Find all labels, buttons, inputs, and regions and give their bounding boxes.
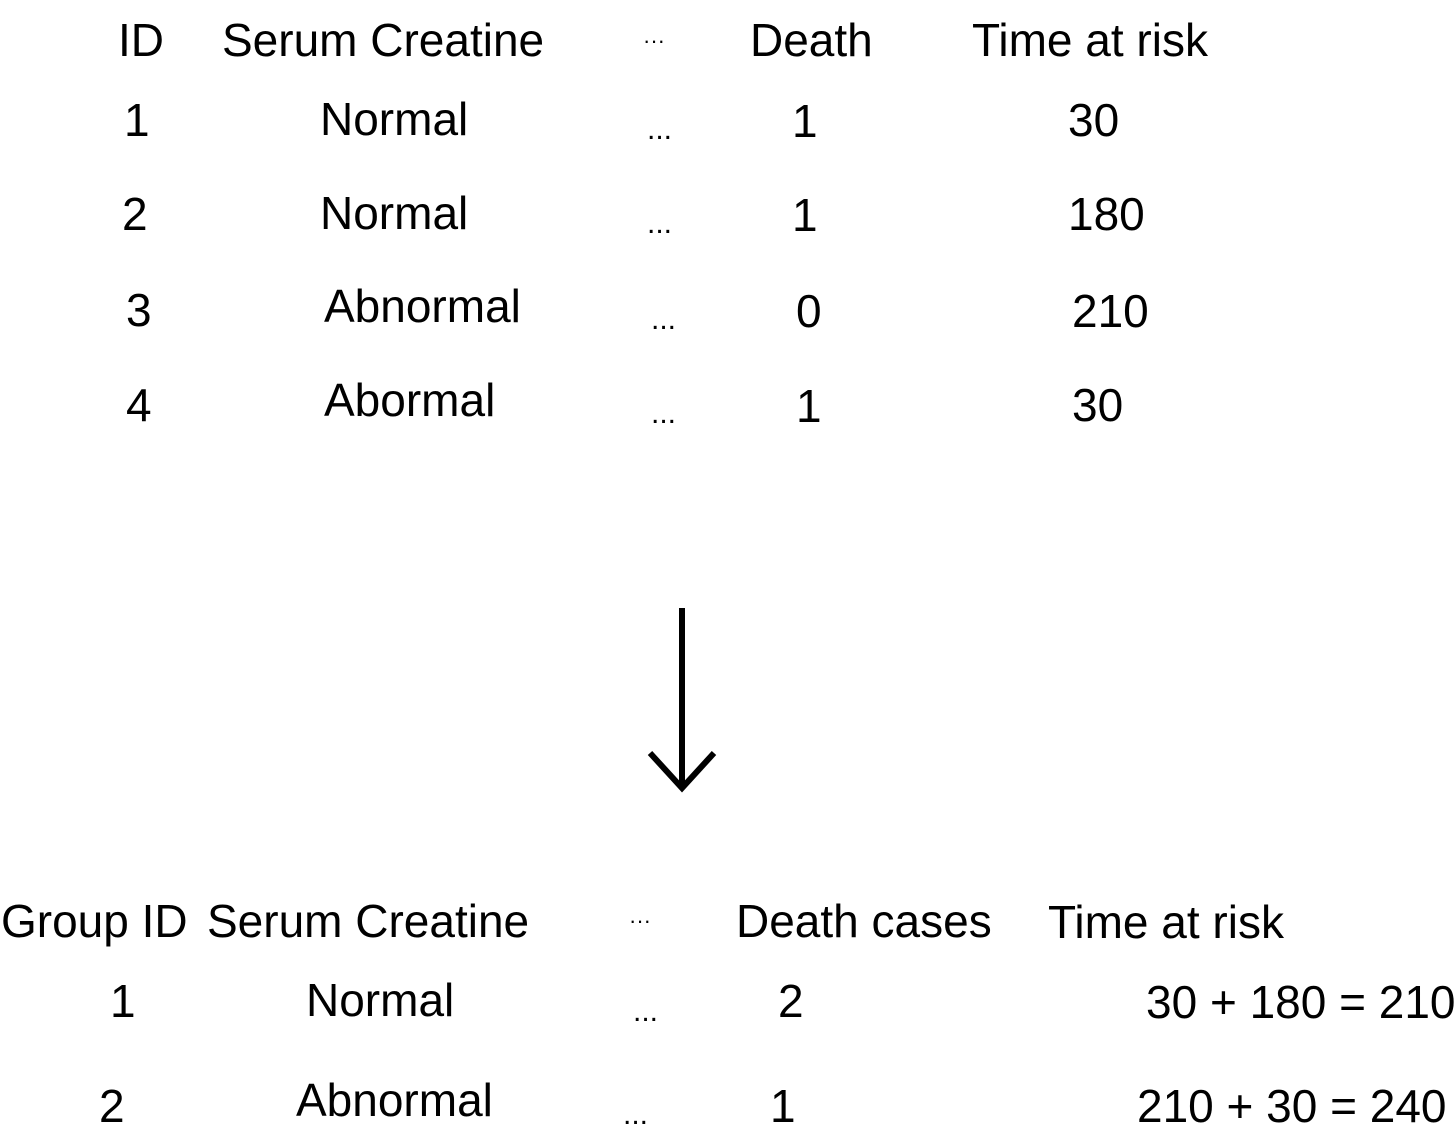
top-row-1-time: 30 [1068,94,1120,146]
bottom-header-time-at-risk: Time at risk [1048,896,1284,948]
top-row-3-time: 210 [1072,285,1149,337]
bottom-row-1-id: 1 [110,975,136,1027]
bottom-row-1-ellipsis: ... [633,995,659,1028]
top-row-2-time: 180 [1068,188,1145,240]
top-row-4-id: 4 [126,379,152,431]
top-header-ellipsis: ··· [643,28,665,53]
top-header-time-at-risk: Time at risk [972,14,1208,66]
bottom-row-2-serum: Abnormal [296,1074,493,1126]
top-row-2-serum: Normal [320,187,469,239]
down-arrow-icon [647,608,717,793]
top-header-id: ID [118,14,164,66]
top-row-1-serum: Normal [320,93,469,145]
top-row-4-serum: Abormal [324,374,496,426]
top-row-4-ellipsis: ... [651,397,677,430]
bottom-row-2-death: 1 [770,1080,796,1132]
top-row-1-id: 1 [124,94,150,146]
top-row-3-ellipsis: ... [651,303,677,336]
bottom-header-ellipsis: ··· [629,908,651,933]
bottom-row-2-id: 2 [99,1080,125,1132]
top-row-4-time: 30 [1072,379,1124,431]
top-row-2-ellipsis: ... [647,207,673,240]
top-row-3-serum: Abnormal [324,280,521,332]
top-row-3-death: 0 [796,285,822,337]
top-header-death: Death [750,14,873,66]
top-row-3-id: 3 [126,284,152,336]
top-row-4-death: 1 [796,380,822,432]
bottom-header-serum-creatine: Serum Creatine [207,895,530,947]
bottom-row-1-time: 30 + 180 = 210 [1146,976,1454,1028]
bottom-row-1-serum: Normal [306,974,455,1026]
top-row-1-death: 1 [792,95,818,147]
top-row-2-id: 2 [122,188,148,240]
bottom-row-2-time: 210 + 30 = 240 [1137,1080,1447,1132]
top-row-2-death: 1 [792,189,818,241]
bottom-row-2-ellipsis: ... [623,1098,649,1131]
bottom-header-death-cases: Death cases [736,895,992,947]
top-row-1-ellipsis: ... [647,113,673,146]
bottom-header-group-id: Group ID [1,895,188,947]
top-header-serum-creatine: Serum Creatine [222,14,545,66]
bottom-row-1-death: 2 [778,975,804,1027]
